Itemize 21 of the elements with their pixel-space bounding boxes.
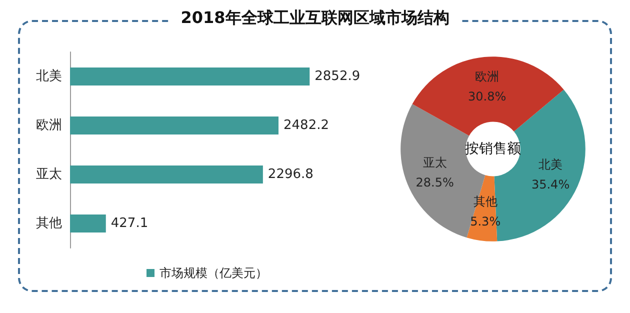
slice-label: 亚太 [422, 156, 447, 170]
data-label: 28.5% [416, 176, 454, 190]
data-label: 30.8% [468, 89, 506, 104]
data-label: 2852.9 [314, 69, 360, 84]
data-label: 427.1 [110, 216, 148, 231]
bar [70, 116, 279, 134]
bar [70, 214, 106, 232]
y-tick-label: 北美 [36, 68, 62, 84]
y-tick-label: 亚太 [36, 167, 62, 182]
slice-label: 北美 [538, 157, 563, 172]
data-label: 2482.2 [284, 118, 330, 133]
chart-title: 2018年全球工业互联网区域市场结构 [170, 8, 460, 27]
y-tick-label: 欧洲 [36, 118, 62, 133]
bar [70, 166, 263, 184]
slice-label: 欧洲 [475, 69, 500, 84]
bar [70, 68, 310, 86]
data-label: 35.4% [531, 177, 570, 192]
y-tick-label: 其他 [36, 216, 62, 231]
text: 按销售额 [465, 141, 521, 157]
data-label: 2296.8 [268, 167, 314, 182]
legend-label: 市场规模（亿美元） [160, 266, 268, 280]
